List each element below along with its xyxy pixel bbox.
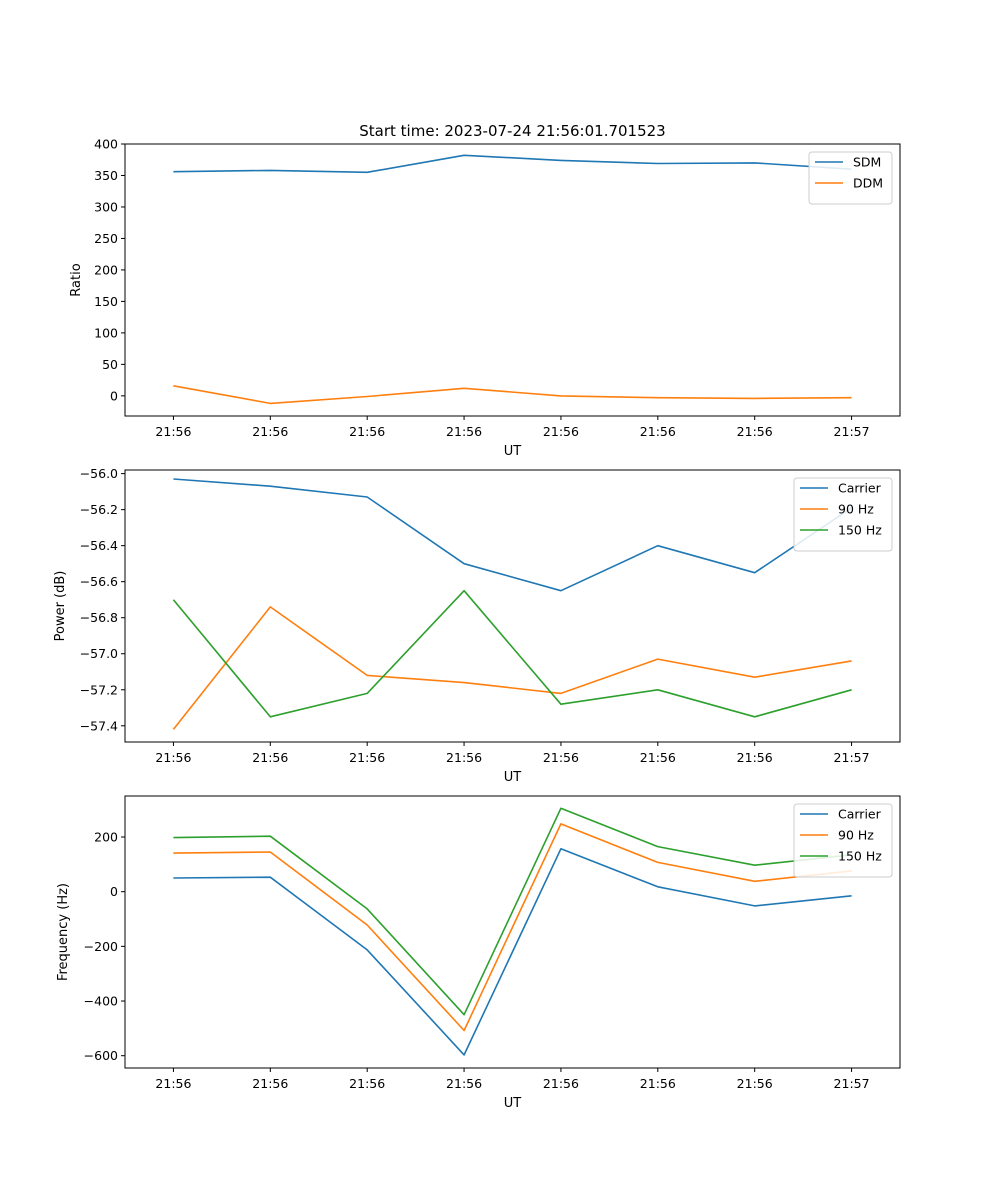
y-tick-label: −57.0 <box>80 646 118 661</box>
y-tick-label: −600 <box>84 1048 118 1063</box>
x-tick-label: 21:56 <box>640 1076 676 1091</box>
series-line-90-hz <box>173 823 852 1032</box>
y-tick-label: 350 <box>94 168 118 183</box>
series-line-carrier <box>173 478 853 592</box>
legend-label: DDM <box>853 176 883 191</box>
x-tick-label: 21:56 <box>349 424 385 439</box>
y-tick-label: 50 <box>102 357 118 372</box>
y-tick-label: −56.0 <box>80 466 118 481</box>
x-tick-label: 21:56 <box>252 424 288 439</box>
y-axis-label: Frequency (Hz) <box>56 883 71 981</box>
y-tick-label: 150 <box>94 294 118 309</box>
x-tick-label: 21:57 <box>834 424 870 439</box>
y-tick-label: 250 <box>94 231 118 246</box>
y-tick-label: 200 <box>94 830 118 845</box>
x-tick-label: 21:57 <box>834 750 870 765</box>
x-tick-label: 21:56 <box>446 424 482 439</box>
series-line-90-hz <box>172 606 852 730</box>
y-tick-label: −200 <box>84 939 118 954</box>
y-tick-label: 100 <box>94 325 118 340</box>
y-tick-label: −57.4 <box>80 718 118 733</box>
y-tick-label: −57.2 <box>80 682 118 697</box>
x-axis-label: UT <box>504 770 522 785</box>
y-tick-label: −56.8 <box>80 610 118 625</box>
y-tick-label: 0 <box>110 884 118 899</box>
legend-label: SDM <box>853 155 881 170</box>
y-tick-label: −400 <box>84 994 118 1009</box>
legend-label: Carrier <box>838 807 882 822</box>
axes-frame <box>124 795 901 1069</box>
x-axis-label: UT <box>504 444 522 459</box>
legend-label: 150 Hz <box>838 849 882 864</box>
y-tick-label: −56.6 <box>80 574 118 589</box>
series-line-150-hz <box>172 589 852 718</box>
legend-label: 90 Hz <box>838 502 874 517</box>
x-tick-label: 21:56 <box>640 424 676 439</box>
frequency-panel: 200 0 −200 −400 −600 21:56 21:56 21:56 21:56 21:5… <box>56 795 901 1111</box>
y-tick-label: −56.4 <box>80 538 118 553</box>
x-tick-label: 21:56 <box>737 750 773 765</box>
x-tick-label: 21:56 <box>155 750 191 765</box>
power-panel: −56.0 −56.2 −56.4 −56.6 −56.8 −57.0 −57.2 −57.4… <box>53 466 901 785</box>
x-tick-label: 21:56 <box>543 750 579 765</box>
axes-frame <box>124 143 901 417</box>
y-tick-label: 200 <box>94 262 118 277</box>
y-tick-label: 300 <box>94 199 118 214</box>
series-line-sdm <box>173 154 852 174</box>
legend-label: 90 Hz <box>838 828 874 843</box>
series-line-ddm <box>173 385 852 405</box>
x-tick-label: 21:56 <box>640 750 676 765</box>
axes-frame <box>124 469 901 743</box>
x-tick-label: 21:56 <box>252 750 288 765</box>
x-tick-label: 21:56 <box>155 1076 191 1091</box>
legend-box <box>808 151 893 205</box>
x-tick-label: 21:56 <box>349 1076 385 1091</box>
x-tick-label: 21:56 <box>543 1076 579 1091</box>
y-axis-label: Ratio <box>69 263 84 296</box>
legend-label: 150 Hz <box>838 523 882 538</box>
y-tick-label: −56.2 <box>80 502 118 517</box>
x-tick-label: 21:56 <box>349 750 385 765</box>
x-tick-label: 21:57 <box>834 1076 870 1091</box>
x-tick-label: 21:56 <box>737 424 773 439</box>
y-axis-label: Power (dB) <box>53 571 68 642</box>
y-tick-label: 400 <box>94 137 118 152</box>
x-tick-label: 21:56 <box>155 424 191 439</box>
series-line-carrier <box>173 847 852 1056</box>
ratio-panel: 0 50 100 150 200 250 300 350 400 21:56 21:56 21:56 2… <box>69 137 901 459</box>
x-axis-label: UT <box>504 1096 522 1111</box>
x-tick-label: 21:56 <box>543 424 579 439</box>
legend-box <box>793 803 893 878</box>
x-tick-label: 21:56 <box>252 1076 288 1091</box>
figure-title: Start time: 2023-07-24 21:56:01.701523 <box>359 122 665 140</box>
x-tick-label: 21:56 <box>737 1076 773 1091</box>
legend-box <box>793 477 893 552</box>
x-tick-label: 21:56 <box>446 1076 482 1091</box>
series-line-150-hz <box>173 807 852 1016</box>
x-tick-label: 21:56 <box>446 750 482 765</box>
y-tick-label: 0 <box>110 388 118 403</box>
legend-label: Carrier <box>838 481 882 496</box>
